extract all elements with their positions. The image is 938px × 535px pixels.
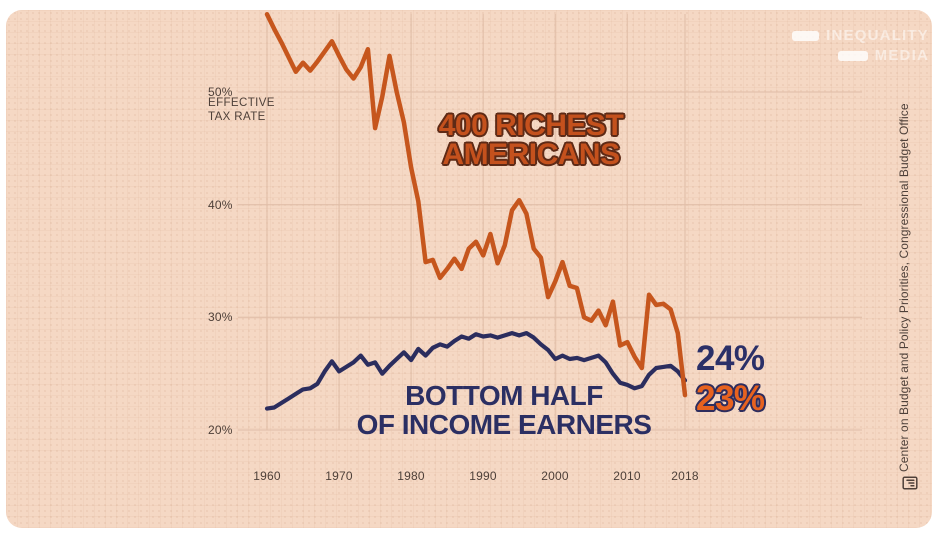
y-axis-tick-label: 20%: [208, 423, 233, 437]
y-axis-tick-label: 30%: [208, 310, 233, 324]
logo-bar-icon: [837, 50, 868, 61]
x-axis-tick-label: 2018: [671, 469, 699, 483]
document-chart-icon: [902, 476, 918, 490]
x-axis-tick-label: 1990: [469, 469, 497, 483]
x-axis-tick-label: 2000: [541, 469, 569, 483]
bottom-half-series-label-line2: OF INCOME EARNERS: [356, 409, 652, 440]
y-axis-title-line2: TAX RATE: [208, 110, 266, 123]
source-attribution: Center on Budget and Policy Priorities, …: [897, 103, 911, 472]
richest-series-label: 400 RICHEST AMERICANS: [400, 109, 662, 171]
richest-end-value: 23%: [696, 379, 765, 418]
logo-row-2: MEDIA: [837, 47, 929, 64]
x-axis-tick-label: 1970: [325, 469, 353, 483]
logo-text-line2: MEDIA: [874, 47, 929, 64]
bottom-half-series-label: BOTTOM HALF OF INCOME EARNERS: [342, 381, 666, 439]
series-line: [264, 331, 688, 411]
chart-card: [6, 10, 932, 528]
inequality-media-logo: INEQUALITY MEDIA: [792, 27, 929, 64]
x-axis-tick-label: 1960: [253, 469, 281, 483]
richest-series-label-line2: AMERICANS: [442, 138, 620, 171]
y-axis-tick-label: 40%: [208, 198, 233, 212]
x-axis-tick-label: 2010: [613, 469, 641, 483]
y-axis-tick-label: 50%: [208, 85, 233, 99]
y-axis-title: EFFECTIVE TAX RATE: [208, 97, 275, 124]
richest-series-label-line1: 400 RICHEST: [438, 109, 624, 142]
bottom-half-series-label-line1: BOTTOM HALF: [405, 380, 603, 411]
series-line: [264, 12, 688, 398]
logo-text-line1: INEQUALITY: [826, 27, 929, 44]
logo-row-1: INEQUALITY: [792, 27, 929, 44]
bottom-half-end-value: 24%: [696, 339, 765, 378]
logo-bar-icon: [792, 30, 820, 41]
end-value-labels: 24% 23%: [696, 339, 765, 419]
y-axis-title-line1: EFFECTIVE: [208, 97, 275, 109]
x-axis-tick-label: 1980: [397, 469, 425, 483]
